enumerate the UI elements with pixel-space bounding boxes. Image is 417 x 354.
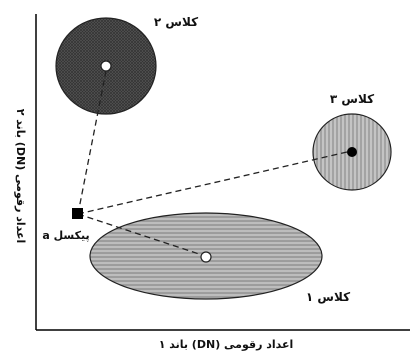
distance-line-class-1: [77, 213, 203, 256]
distance-line-class-3: [77, 151, 348, 215]
class-2-label: کلاس ۲: [154, 15, 198, 29]
class-3-mean-marker: [347, 147, 357, 157]
class-1-mean-marker: [200, 251, 212, 263]
x-axis-label: اعداد رقومی (DN) باند ۱: [159, 338, 294, 351]
class-1-label: کلاس ۱: [306, 290, 350, 304]
y-axis-label: اعداد رقومی (DN) باند ۲: [14, 109, 27, 244]
pixel-a-marker: [72, 208, 83, 219]
pixel-a-label: پیکسل a: [42, 229, 89, 242]
class-2-mean-marker: [100, 60, 112, 72]
class-3-label: کلاس ۳: [330, 92, 374, 106]
distance-line-class-2: [77, 70, 107, 215]
